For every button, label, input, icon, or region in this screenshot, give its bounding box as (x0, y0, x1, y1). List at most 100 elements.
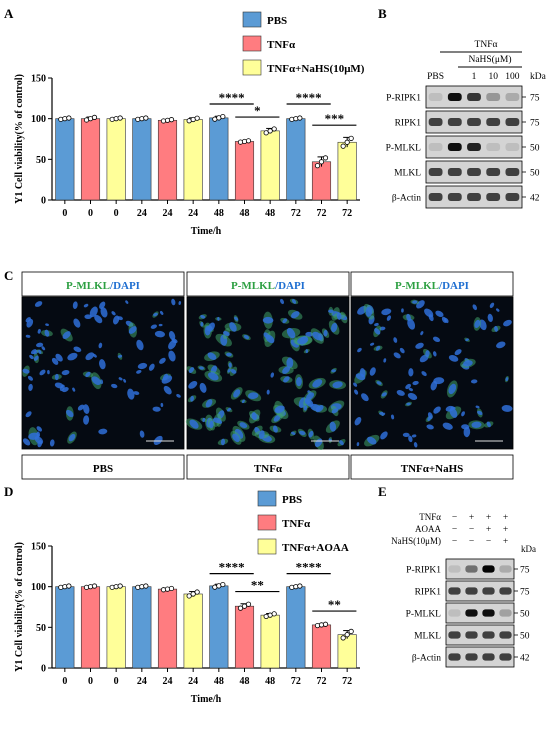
nucleus (396, 390, 405, 396)
nahs-header: NaHS(μM) (468, 54, 511, 65)
data-point (322, 155, 329, 161)
nucleus (258, 430, 265, 440)
nucleus (73, 346, 82, 353)
x-tick-label: 0 (114, 676, 119, 687)
x-axis-label: Time/h (191, 226, 222, 237)
nucleus (83, 415, 90, 425)
blot-band (465, 631, 478, 639)
image-caption-box (21, 454, 185, 480)
nucleus (163, 385, 172, 395)
nucleus (465, 338, 469, 342)
nucleus (67, 352, 78, 361)
data-point (344, 139, 350, 145)
panel-label-b: B (378, 6, 387, 21)
nucleus (161, 375, 173, 384)
nucleus (477, 410, 483, 416)
blot-band (467, 168, 481, 176)
image-title-box (21, 271, 185, 297)
nucleus (393, 352, 401, 359)
nucleus (123, 378, 127, 383)
legend-label: TNFα (282, 518, 311, 530)
nucleus (432, 336, 441, 343)
x-tick-label: 24 (163, 208, 173, 219)
y-tick-label: 100 (31, 114, 46, 125)
nucleus (168, 339, 177, 350)
legend-label: PBS (282, 494, 302, 506)
title-marker: P-MLKL (66, 280, 110, 292)
nucleus (77, 404, 85, 411)
data-point (271, 126, 277, 132)
kda-label: 75 (530, 119, 540, 129)
x-axis-label: Time/h (191, 694, 222, 705)
nucleus (41, 346, 46, 351)
bar (80, 586, 101, 669)
nucleus (305, 349, 309, 354)
kda-header: kDa (530, 72, 547, 82)
blot-band (505, 118, 520, 126)
nucleus (412, 380, 419, 386)
nucleus (479, 319, 487, 331)
legend-swatch (257, 514, 277, 531)
condition-sign: − (469, 537, 474, 547)
blot-band (499, 653, 512, 661)
nucleus (376, 381, 382, 385)
lane-label: PBS (427, 72, 444, 82)
image-caption-box (350, 454, 514, 480)
data-point (245, 601, 252, 607)
nucleus (178, 301, 182, 306)
legend-label: TNFα+AOAA (282, 542, 349, 554)
nucleus (117, 354, 123, 358)
blot-row-label: RIPK1 (395, 119, 422, 129)
nucleus (361, 393, 369, 402)
nucleus (28, 383, 33, 392)
title-marker: P-MLKL (395, 280, 439, 292)
blot-row-label: MLKL (394, 169, 421, 179)
blot-row-label: RIPK1 (415, 588, 442, 598)
bar (106, 118, 126, 201)
blot-row-label: MLKL (414, 632, 441, 642)
kda-label: 50 (530, 169, 540, 179)
data-point (143, 115, 149, 121)
nucleus (375, 345, 381, 351)
nucleus (188, 380, 198, 389)
y-axis-label: Y1 Cell viability(% of control) (14, 542, 25, 672)
nucleus (393, 337, 398, 343)
nucleus (407, 392, 418, 400)
nucleus (280, 298, 285, 305)
blot-band (505, 93, 520, 101)
bar (80, 118, 101, 201)
nucleus (29, 354, 34, 360)
bar (55, 118, 75, 201)
nucleus (454, 349, 462, 356)
blot-band (505, 168, 520, 176)
nucleus (44, 329, 50, 337)
blot-band (482, 587, 495, 595)
nucleus (290, 311, 300, 319)
western-blot-b: P-RIPK1 75 RIPK1 75 P-MLKL 50 MLKL 50 β-Actin 42 T… (386, 40, 547, 209)
nucleus (207, 322, 215, 332)
nucleus (139, 430, 145, 438)
nucleus (239, 422, 248, 429)
bar (286, 586, 306, 669)
y-tick-label: 50 (36, 155, 46, 166)
data-point (117, 583, 123, 589)
nucleus (399, 347, 405, 354)
blot-band (448, 631, 461, 639)
nucleus (433, 406, 441, 414)
nucleus (286, 357, 294, 369)
condition-sign: − (452, 525, 457, 535)
nucleus (227, 407, 232, 412)
data-point (220, 581, 226, 588)
blot-band (447, 168, 462, 176)
bar (183, 593, 203, 669)
blot-band (499, 631, 512, 639)
nucleus (199, 382, 207, 393)
condition-label: TNFα (419, 512, 441, 522)
nucleus (420, 331, 424, 336)
nucleus (66, 409, 74, 418)
condition-sign: + (469, 513, 474, 523)
bar (132, 118, 152, 201)
nucleus (98, 428, 108, 435)
bar (234, 605, 255, 669)
